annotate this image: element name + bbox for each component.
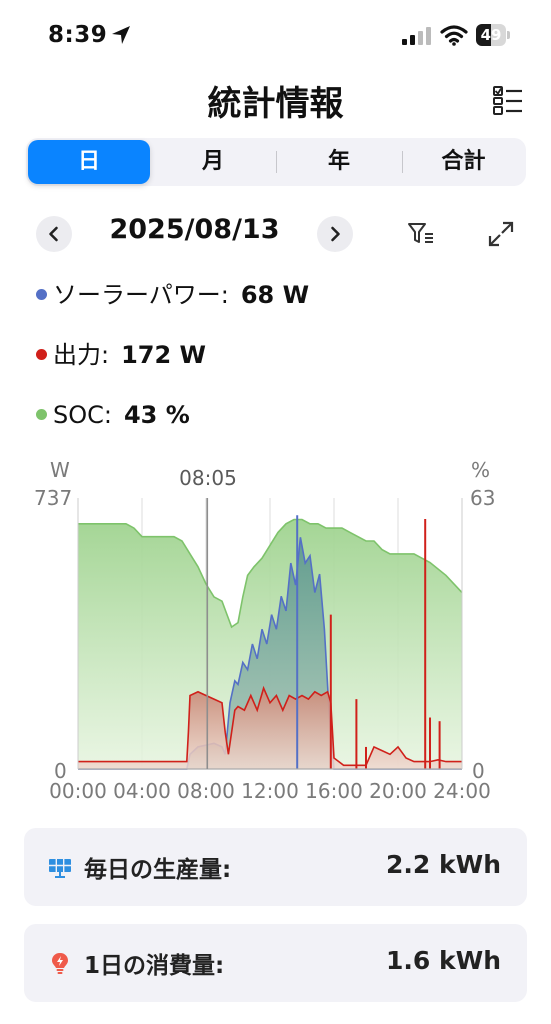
y-left-min: 0 (54, 759, 67, 783)
chevron-right-icon (331, 226, 340, 242)
daily-consumption-label: 1日の消費量: (84, 953, 225, 979)
x-tick-label: 08:00 (177, 779, 235, 803)
page-title: 統計情報 (207, 84, 344, 124)
battery-level-fill (476, 24, 491, 46)
legend-soc: SOC: 43 % (36, 397, 190, 433)
soc-line (78, 518, 463, 629)
y-right-unit: % (471, 458, 491, 482)
legend-solar-value: 68 W (240, 281, 310, 309)
status-bar: 8:39 49 (0, 0, 551, 70)
daily-production-label: 毎日の生産量: (84, 857, 232, 883)
y-right-max: 63 (470, 486, 496, 510)
cellular-signal-icon (402, 27, 431, 45)
current-date[interactable]: 2025/08/13 (109, 214, 280, 245)
x-tick-label: 20:00 (369, 779, 427, 803)
tab-year[interactable]: 年 (327, 149, 350, 174)
battery-indicator: 49 (476, 24, 510, 46)
x-tick-label: 24:00 (433, 779, 491, 803)
output-dot-icon (36, 349, 47, 360)
y-left-unit: W (50, 458, 70, 482)
checklist-icon[interactable] (492, 84, 524, 116)
solar-area (78, 537, 462, 769)
legend-soc-value: 43 % (123, 401, 190, 429)
solar-panel-icon (49, 859, 71, 878)
tab-month[interactable]: 月 (201, 149, 224, 174)
expand-icon[interactable] (486, 219, 516, 249)
output-line (78, 685, 462, 767)
period-tabs: 日 月 年 合計 (26, 138, 526, 186)
next-date-button[interactable] (317, 216, 353, 252)
legend-soc-label: SOC: (53, 401, 112, 429)
daily-consumption-card: 1日の消費量: 1.6 kWh (24, 924, 527, 1002)
wifi-icon (440, 25, 468, 46)
energy-chart[interactable]: 00:00 04:00 08:00 12:00 16:00 20:00 24:00 (0, 0, 551, 810)
x-tick-label: 16:00 (305, 779, 363, 803)
y-right-min: 0 (472, 759, 485, 783)
solar-dot-icon (36, 289, 47, 300)
y-left-max: 737 (34, 486, 73, 510)
location-arrow-icon (112, 26, 130, 44)
legend-output-label: 出力: (53, 341, 110, 369)
legend-solar-label: ソーラーパワー: (53, 281, 229, 309)
legend-output: 出力: 172 W (36, 337, 206, 373)
battery-percent: 49 (480, 26, 502, 44)
cursor-time-label: 08:05 (179, 466, 237, 490)
lightbulb-icon (52, 953, 68, 974)
x-tick-label: 04:00 (113, 779, 171, 803)
x-tick-label: 12:00 (241, 779, 299, 803)
daily-production-value: 2.2 kWh (386, 850, 501, 879)
daily-consumption-value: 1.6 kWh (386, 946, 501, 975)
x-tick-label: 00:00 (49, 779, 107, 803)
tab-total[interactable]: 合計 (441, 149, 486, 174)
status-time: 8:39 (48, 22, 108, 48)
prev-date-button[interactable] (36, 216, 72, 252)
daily-production-card: 毎日の生産量: 2.2 kWh (24, 828, 527, 906)
tab-day[interactable]: 日 (28, 140, 150, 184)
filter-icon[interactable] (406, 219, 436, 249)
output-area (78, 688, 462, 769)
legend-solar: ソーラーパワー: 68 W (36, 277, 309, 313)
soc-dot-icon (36, 409, 47, 420)
chevron-left-icon (49, 226, 58, 242)
legend-output-value: 172 W (121, 341, 207, 369)
